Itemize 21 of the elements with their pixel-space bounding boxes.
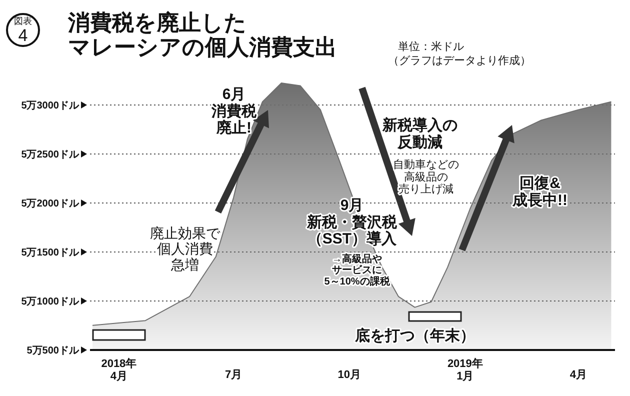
chart-title: 消費税を廃止したマレーシアの個人消費支出: [67, 10, 337, 60]
annotation: 底を打つ（年末）: [354, 326, 475, 344]
x-tick-label: 4月: [570, 369, 588, 381]
text: 5万1000ドル: [21, 296, 80, 308]
x-tick-label: 10月: [338, 369, 361, 381]
text: 5万2000ドル: [21, 198, 80, 210]
text: 5万2500ドル: [21, 150, 80, 160]
text: 5万500ドル: [26, 346, 80, 356]
annotation: 廃止効果で個人消費急増: [150, 225, 221, 272]
annotation: 回復&成長中!!: [512, 175, 568, 209]
annotation: 6月消費税廃止!: [210, 86, 258, 137]
annotation: →高級品やサービスに5～10%の課税: [324, 253, 391, 288]
chart-subtitle: 単位：米ドル: [398, 40, 464, 53]
annotation: 新税導入の反動減: [382, 116, 458, 151]
x-tick-label: 2018年 4月: [101, 357, 137, 382]
x-tick-label: 7月: [224, 369, 242, 381]
text: （グラフはデータより作成）: [388, 54, 531, 67]
text: 5万3000ドル: [21, 100, 80, 112]
x-tick-label: 2019年 1月: [447, 357, 483, 382]
text: 図表4: [14, 16, 32, 45]
text: 5万1500ドル: [21, 248, 80, 258]
